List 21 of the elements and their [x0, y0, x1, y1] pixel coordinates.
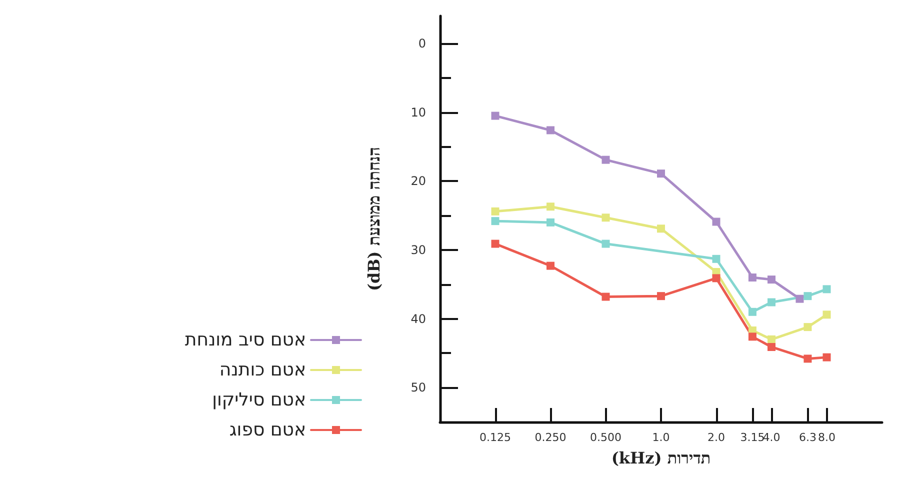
y-tick-label: 40 [410, 312, 426, 326]
legend-label: אטם ספוג [229, 420, 306, 440]
y-tick-label: 30 [410, 242, 426, 257]
x-tick-label: 8.0 [818, 431, 836, 444]
legend-label: אטם כותנה [219, 360, 306, 380]
x-tick-label: 0.250 [534, 431, 566, 444]
x-tick-label: 6.3 [798, 431, 816, 444]
x-tick-label: 2.0 [708, 431, 725, 444]
x-tick-label: 1.0 [652, 431, 670, 444]
x-tick-label: 3.15 [740, 431, 765, 444]
y-tick-label: 50 [410, 380, 426, 395]
y-tick-label: 10 [410, 105, 426, 120]
x-tick-label: 4.0 [762, 431, 780, 444]
y-tick-label: 20 [410, 174, 426, 188]
legend-label: אטם סיליקון [212, 390, 306, 410]
y-tick-label: 0 [418, 36, 426, 51]
x-tick-label: 0.125 [480, 431, 511, 444]
x-axis-title: (kHz) תדירות [611, 448, 711, 468]
x-tick-label: 0.500 [590, 431, 622, 444]
legend-label: אטם סיב מונחת [184, 330, 306, 350]
y-axis-title: (dB) הנחתה ממוצעת [364, 146, 384, 292]
